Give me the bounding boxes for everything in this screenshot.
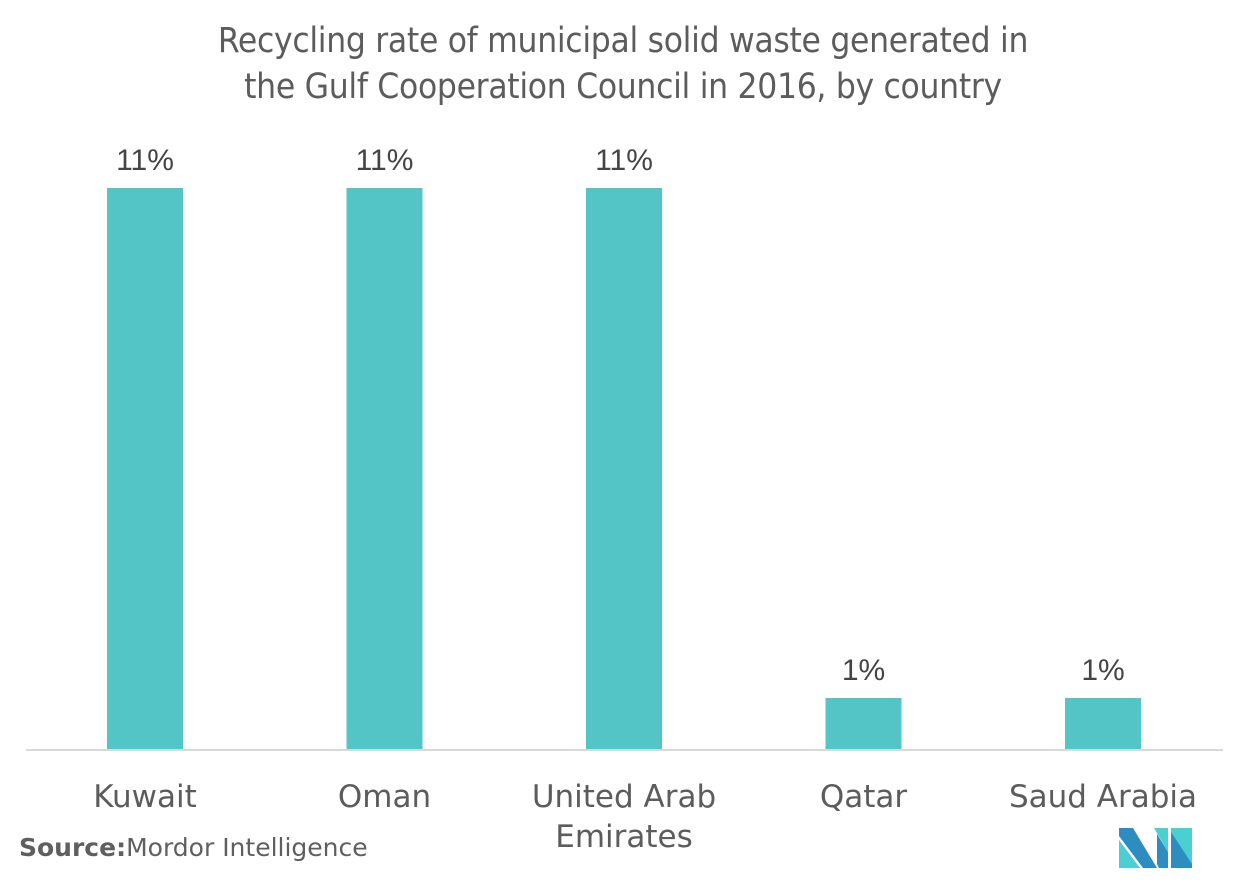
- data-label-4: 1%: [1081, 654, 1124, 687]
- bar-0: [107, 188, 183, 749]
- data-label-3: 1%: [842, 654, 885, 687]
- bar-1: [346, 188, 423, 749]
- data-label-1: 11%: [356, 144, 414, 177]
- category-label-0: Kuwait: [93, 779, 197, 815]
- category-label-2-line-1: Emirates: [555, 819, 693, 855]
- category-label-2-line-0: United Arab: [532, 779, 716, 815]
- bar-2: [586, 188, 662, 749]
- category-label-4: Saud Arabia: [1009, 779, 1197, 815]
- source-note: Source:Mordor Intelligence: [19, 833, 368, 862]
- chart-title: Recycling rate of municipal solid waste …: [0, 18, 1246, 110]
- mordor-intelligence-logo-icon: [1119, 828, 1192, 868]
- source-text: Mordor Intelligence: [126, 833, 368, 862]
- data-label-0: 11%: [116, 144, 174, 177]
- source-label: Source:: [19, 833, 127, 862]
- logo-piece-5: [1171, 832, 1192, 868]
- bar-3: [825, 698, 902, 749]
- logo-piece-2: [1119, 840, 1140, 868]
- category-label-3: Qatar: [820, 779, 908, 815]
- data-label-2: 11%: [595, 144, 653, 177]
- bar-4: [1065, 698, 1141, 749]
- category-label-1: Oman: [338, 779, 431, 815]
- chart-title-line-1: Recycling rate of municipal solid waste …: [217, 21, 1029, 61]
- chart-title-line-2: the Gulf Cooperation Council in 2016, by…: [244, 67, 1002, 107]
- logo-piece-7: [1157, 834, 1168, 868]
- logo-piece-1: [1119, 828, 1157, 868]
- logo-piece-3: [1154, 828, 1168, 852]
